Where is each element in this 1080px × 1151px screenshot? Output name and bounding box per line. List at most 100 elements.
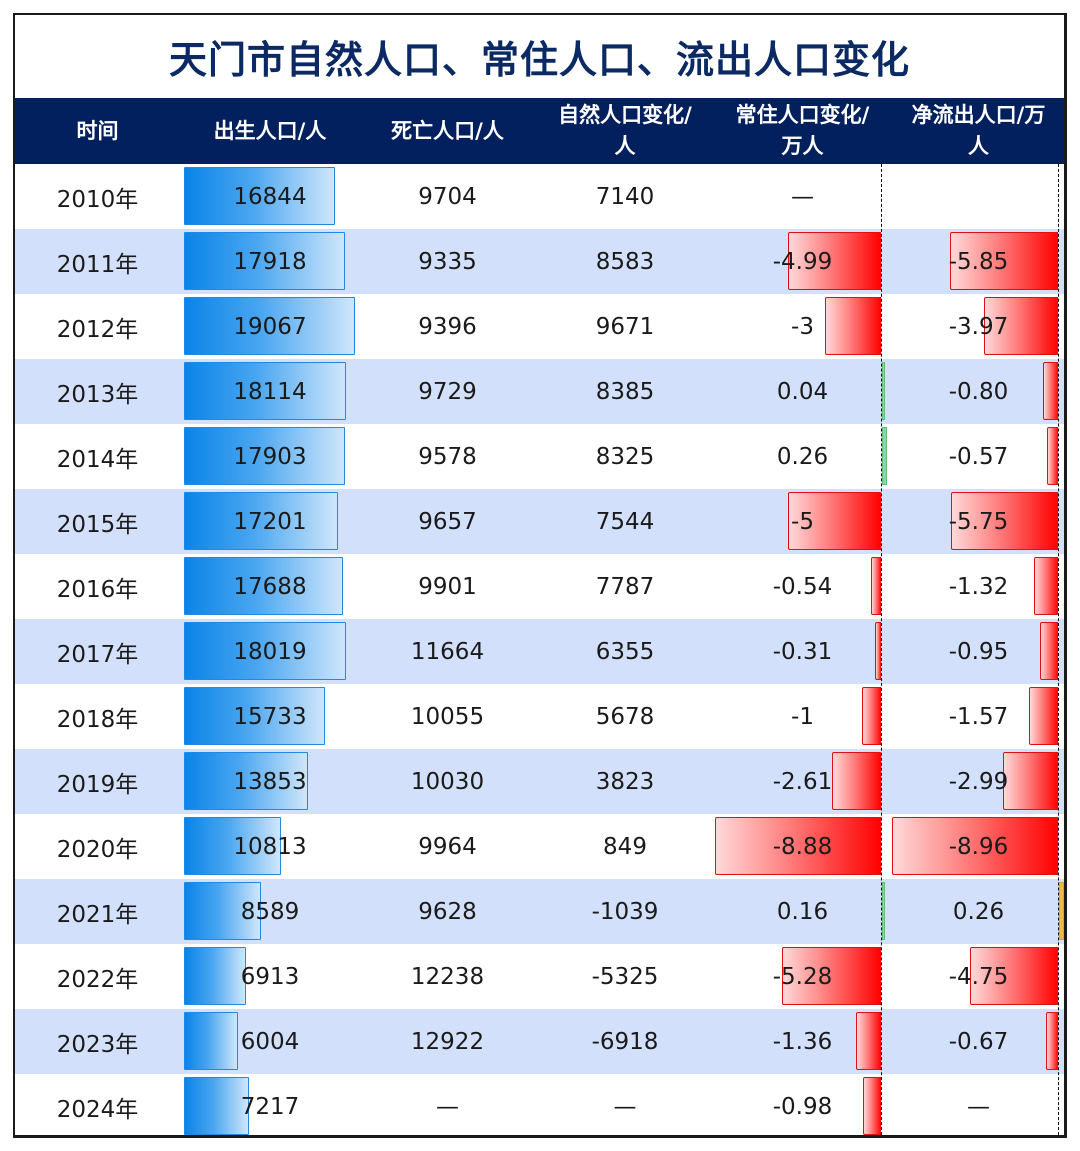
table-row: 2018年 15733 10055 5678 -1 -1.57 bbox=[15, 684, 1064, 749]
table-row: 2016年 17688 9901 7787 -0.54 -1.32 bbox=[15, 554, 1064, 619]
resident-change-cell: -5 bbox=[791, 508, 814, 535]
resident-change-negative-bar bbox=[782, 947, 881, 1005]
births-data-bar bbox=[184, 882, 261, 940]
header-natural-change-line2: 人 bbox=[614, 134, 636, 158]
resident-change-cell: -0.54 bbox=[772, 573, 833, 600]
resident-change-cell: -3 bbox=[791, 313, 814, 340]
net-outflow-cell bbox=[890, 164, 1064, 229]
header-time-label: 时间 bbox=[76, 118, 119, 143]
year-cell: 2021年 bbox=[56, 901, 139, 928]
table-row: 2015年 17201 9657 7544 -5 -5.75 bbox=[15, 489, 1064, 554]
births-data-bar bbox=[184, 557, 343, 615]
table-row: 2024年 7217 — — -0.98 — bbox=[15, 1074, 1064, 1135]
net-outflow-negative-bar bbox=[1029, 687, 1058, 745]
resident-change-negative-bar bbox=[788, 492, 881, 550]
natural-change-cell: 7787 bbox=[595, 573, 655, 600]
net-outflow-negative-bar bbox=[892, 817, 1058, 875]
deaths-cell: 10030 bbox=[410, 768, 485, 795]
table-row: 2017年 18019 11664 6355 -0.31 -0.95 bbox=[15, 619, 1064, 684]
resident-change-negative-bar bbox=[788, 232, 881, 290]
resident-change-cell: 0.04 bbox=[776, 378, 829, 405]
year-cell: 2018年 bbox=[56, 706, 139, 733]
deaths-cell: 12922 bbox=[410, 1028, 485, 1055]
births-data-bar bbox=[184, 622, 346, 680]
net-outflow-negative-bar bbox=[970, 947, 1058, 1005]
resident-change-cell: -0.31 bbox=[772, 638, 833, 665]
table-row: 2019年 13853 10030 3823 -2.61 -2.99 bbox=[15, 749, 1064, 814]
deaths-cell: 9335 bbox=[418, 248, 477, 275]
net-outflow-cell: -1.57 bbox=[948, 703, 1009, 730]
deaths-cell: 9901 bbox=[418, 573, 477, 600]
header-net-outflow-line2: 人 bbox=[968, 134, 989, 158]
births-data-bar bbox=[184, 947, 246, 1005]
page-title: 天门市自然人口、常住人口、流出人口变化 bbox=[168, 38, 910, 82]
resident-change-cell: 0.16 bbox=[776, 898, 829, 925]
natural-change-cell: -6918 bbox=[591, 1028, 659, 1055]
resident-change-negative-bar bbox=[825, 297, 881, 355]
net-outflow-cell: — bbox=[967, 1093, 990, 1120]
header-deaths: 死亡人口/人 bbox=[360, 98, 535, 164]
net-outflow-cell: -8.96 bbox=[948, 833, 1009, 860]
resident-change-cell: -2.61 bbox=[772, 768, 833, 795]
net-outflow-cell: 0.26 bbox=[952, 898, 1005, 925]
year-cell: 2022年 bbox=[56, 966, 139, 993]
deaths-cell: 12238 bbox=[410, 963, 485, 990]
net-outflow-negative-bar bbox=[1040, 622, 1058, 680]
table-row: 2021年 8589 9628 -1039 0.16 0.26 bbox=[15, 879, 1064, 944]
natural-change-cell: 8583 bbox=[595, 248, 655, 275]
header-resident-change: 常住人口变化/ 万人 bbox=[715, 98, 890, 164]
deaths-cell: 11664 bbox=[410, 638, 485, 665]
year-cell: 2023年 bbox=[56, 1031, 139, 1058]
year-cell: 2013年 bbox=[56, 381, 139, 408]
births-cell: 13853 bbox=[233, 768, 307, 795]
year-cell: 2017年 bbox=[56, 641, 139, 668]
net-outflow-cell: -1.32 bbox=[948, 573, 1009, 600]
table-row: 2020年 10813 9964 849 -8.88 -8.96 bbox=[15, 814, 1064, 879]
table-row: 2013年 18114 9729 8385 0.04 -0.80 bbox=[15, 359, 1064, 424]
net-outflow-cell: -4.75 bbox=[948, 963, 1009, 990]
year-cell: 2014年 bbox=[56, 446, 139, 473]
header-resident-change-line2: 万人 bbox=[781, 134, 824, 158]
resident-change-cell: — bbox=[791, 183, 814, 210]
net-outflow-negative-bar bbox=[1003, 752, 1058, 810]
net-outflow-cell: -0.67 bbox=[948, 1028, 1009, 1055]
header-net-outflow: 净流出人口/万 人 bbox=[890, 98, 1064, 164]
resident-change-negative-bar bbox=[862, 687, 881, 745]
births-data-bar bbox=[184, 752, 308, 810]
net-outflow-cell: -0.57 bbox=[948, 443, 1009, 470]
deaths-cell: 9396 bbox=[418, 313, 477, 340]
births-data-bar bbox=[184, 1012, 238, 1070]
net-outflow-negative-bar bbox=[984, 297, 1058, 355]
year-cell: 2010年 bbox=[56, 186, 139, 213]
natural-change-cell: 8385 bbox=[595, 378, 655, 405]
births-cell: 6004 bbox=[240, 1028, 300, 1055]
natural-change-cell: 3823 bbox=[595, 768, 655, 795]
table-row: 2010年 16844 9704 7140 — bbox=[15, 164, 1064, 229]
births-cell: 17903 bbox=[233, 443, 307, 470]
resident-change-cell: -4.99 bbox=[772, 248, 833, 275]
resident-change-cell: -0.98 bbox=[772, 1093, 833, 1120]
births-data-bar bbox=[184, 232, 345, 290]
resident-change-cell: -1.36 bbox=[772, 1028, 833, 1055]
births-cell: 17688 bbox=[233, 573, 307, 600]
table-row: 2012年 19067 9396 9671 -3 -3.97 bbox=[15, 294, 1064, 359]
table-row: 2011年 17918 9335 8583 -4.99 -5.85 bbox=[15, 229, 1064, 294]
births-cell: 17201 bbox=[233, 508, 307, 535]
year-cell: 2015年 bbox=[56, 511, 139, 538]
natural-change-cell: 6355 bbox=[595, 638, 655, 665]
header-net-outflow-line1: 净流出人口/万 bbox=[911, 103, 1046, 127]
births-data-bar bbox=[184, 167, 335, 225]
natural-change-cell: -5325 bbox=[591, 963, 659, 990]
deaths-cell: 9729 bbox=[418, 378, 477, 405]
births-data-bar bbox=[184, 1077, 249, 1135]
births-cell: 7217 bbox=[240, 1093, 300, 1120]
net-outflow-negative-bar bbox=[1046, 1012, 1058, 1070]
births-data-bar bbox=[184, 817, 281, 875]
natural-change-cell: 7140 bbox=[595, 183, 655, 210]
natural-change-cell: 849 bbox=[603, 833, 647, 860]
births-cell: 17918 bbox=[233, 248, 307, 275]
natural-change-cell: 7544 bbox=[595, 508, 655, 535]
births-cell: 16844 bbox=[233, 183, 307, 210]
deaths-cell: 9578 bbox=[418, 443, 477, 470]
header-births-label: 出生人口/人 bbox=[213, 118, 327, 143]
